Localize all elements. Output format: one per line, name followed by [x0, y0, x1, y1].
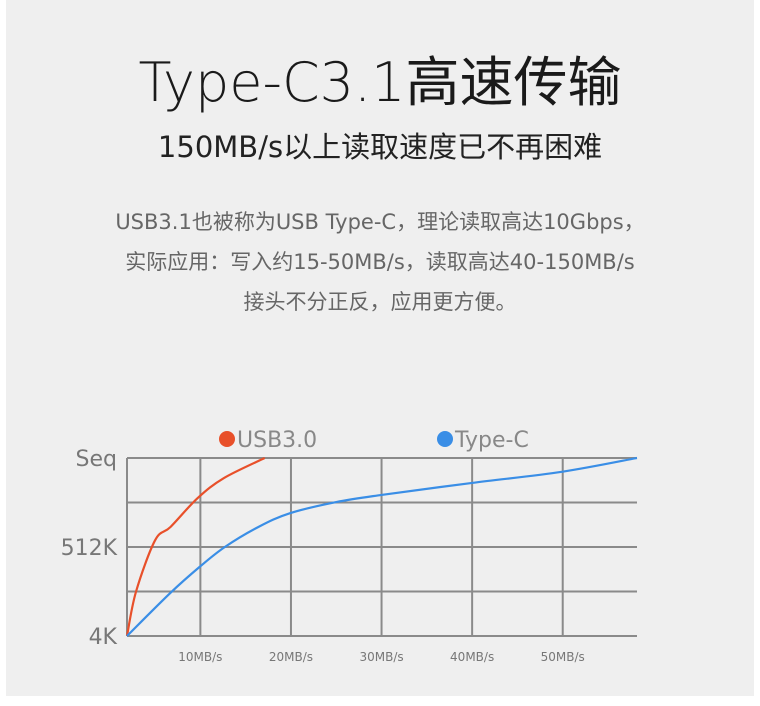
page-subtitle: 150MB/s以上读取速度已不再困难: [157, 130, 603, 164]
legend-label: Type-C: [454, 428, 529, 453]
description-line: USB3.1也被称为USB Type-C，理论读取高达10Gbps，: [115, 210, 645, 234]
description-line: 实际应用：写入约15-50MB/s，读取高达40-150MB/s: [125, 250, 635, 274]
description-line: 接头不分正反，应用更方便。: [243, 290, 517, 314]
series-line-usb3-0: [125, 457, 266, 637]
description: USB3.1也被称为USB Type-C，理论读取高达10Gbps， 实际应用：…: [0, 202, 760, 322]
x-tick-label: 30MB/s: [359, 650, 403, 664]
x-tick-label: 20MB/s: [269, 650, 313, 664]
series-line-type-c: [126, 456, 638, 637]
x-tick-label: 50MB/s: [541, 650, 585, 664]
background-panel: [6, 0, 754, 696]
x-tick-label: 10MB/s: [178, 650, 222, 664]
page-title: Type-C3.1高速传输: [138, 51, 622, 114]
legend-label: USB3.0: [237, 428, 317, 453]
legend-marker: [437, 431, 453, 447]
y-tick-label: 4K: [89, 625, 118, 650]
legend-marker: [219, 431, 235, 447]
x-tick-label: 40MB/s: [450, 650, 494, 664]
y-tick-label: Seq: [76, 447, 117, 472]
y-tick-label: 512K: [61, 536, 118, 561]
